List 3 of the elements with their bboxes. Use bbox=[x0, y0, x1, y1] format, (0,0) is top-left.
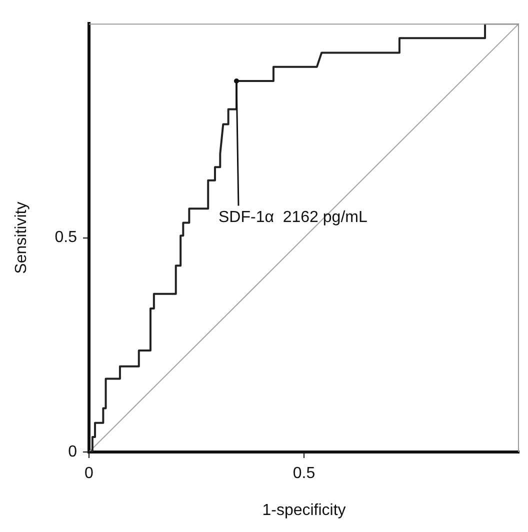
x-axis-title: 1-specificity bbox=[262, 502, 346, 519]
y-axis-title: Sensitivity bbox=[13, 202, 30, 274]
annotation: SDF-1α 2162 pg/mL bbox=[218, 208, 368, 226]
